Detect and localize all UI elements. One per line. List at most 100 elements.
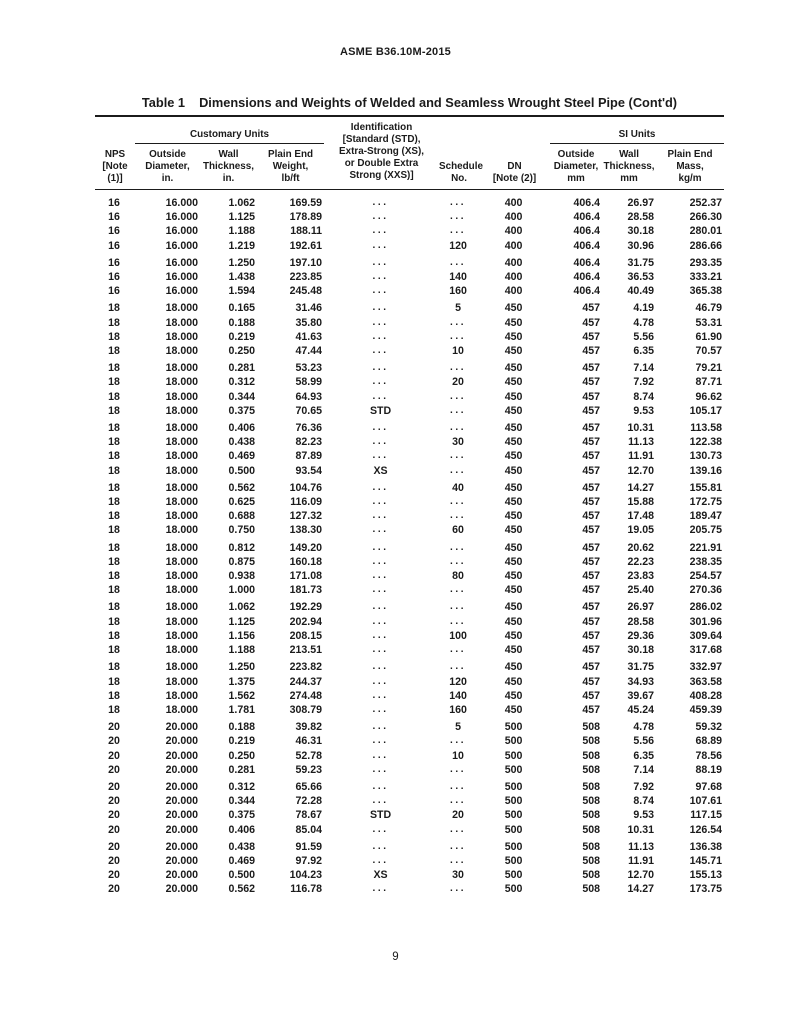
cell: 39.67 — [627, 689, 655, 702]
cell: ... — [372, 555, 389, 567]
cell: 1.375 — [228, 675, 255, 688]
cell: 20 — [108, 780, 120, 793]
table-row: 18 18.000 1.188 213.51...... 450 457 30.18 317.… — [95, 643, 724, 657]
cell: ... — [372, 302, 389, 314]
cell: 20 — [108, 840, 120, 853]
cell: 18 — [108, 689, 120, 702]
cell: 155.13 — [689, 869, 723, 882]
table-row: 18 18.000 0.375 70.65 STD... 450 457 9.53 105.17 — [95, 404, 724, 418]
cell: 457 — [582, 330, 601, 343]
header-spacer — [479, 116, 550, 143]
cell: 457 — [582, 436, 601, 449]
cell: ... — [449, 735, 467, 747]
cell: 18.000 — [165, 390, 198, 403]
column-header-identification: Identification [Standard (STD), Extra-St… — [324, 116, 440, 190]
row-group: 20 20.000 0.188 39.82... 5 500 508 4.78 59.32 20 2… — [95, 717, 724, 777]
cell: 20 — [108, 749, 120, 762]
cell: 274.48 — [289, 689, 323, 702]
table-row: 20 20.000 0.312 65.66...... 500 508 7.92 97.68 — [95, 780, 724, 794]
cell: 406.4 — [573, 285, 601, 298]
cell: ... — [372, 541, 389, 553]
cell: ... — [372, 330, 389, 342]
cell: 500 — [504, 795, 523, 808]
cell: 0.344 — [228, 390, 255, 403]
cell: 188.11 — [290, 225, 323, 238]
cell: 1.156 — [228, 629, 255, 642]
table-row: 20 20.000 0.500 104.23 XS 30 500 508 12.70 155.13 — [95, 868, 724, 882]
cell: ... — [372, 345, 389, 357]
cell: 18 — [108, 404, 120, 417]
cell: ... — [449, 197, 467, 208]
cell: ... — [449, 883, 467, 895]
cell: 34.93 — [627, 675, 655, 688]
cell: 20.000 — [165, 763, 198, 776]
cell: 450 — [504, 496, 523, 509]
cell: ... — [372, 703, 389, 715]
cell: ... — [449, 854, 467, 866]
cell: 18 — [108, 481, 120, 494]
cell: ... — [449, 780, 467, 792]
cell: 107.61 — [689, 795, 723, 808]
cell: ... — [449, 225, 467, 237]
cell: 7.92 — [633, 376, 655, 389]
cell: ... — [449, 422, 467, 434]
cell: 18.000 — [165, 584, 198, 597]
cell: 457 — [582, 644, 601, 657]
cell: 0.219 — [228, 330, 255, 343]
cell: 450 — [504, 404, 523, 417]
cell: 18.000 — [165, 570, 198, 583]
cell: ... — [372, 689, 389, 701]
cell: 450 — [504, 570, 523, 583]
cell: 408.28 — [689, 689, 723, 702]
cell: 116.09 — [290, 496, 323, 509]
cell: 72.28 — [295, 795, 323, 808]
cell: 450 — [504, 644, 523, 657]
cell: ... — [449, 661, 467, 673]
cell: 20.000 — [165, 840, 198, 853]
cell: 1.250 — [228, 256, 255, 269]
cell: 96.62 — [695, 390, 723, 403]
cell: 16 — [108, 211, 120, 224]
cell: 406.4 — [573, 271, 601, 284]
cell: 127.32 — [289, 510, 323, 523]
cell: 450 — [504, 601, 523, 614]
cell: 7.14 — [633, 763, 655, 776]
cell: 508 — [582, 763, 601, 776]
table-row: 20 20.000 0.375 78.67 STD 20 500 508 9.53 117.15 — [95, 808, 724, 822]
cell: 0.500 — [228, 464, 255, 477]
cell: 59.23 — [295, 763, 323, 776]
cell: ... — [372, 422, 389, 434]
cell: 457 — [582, 345, 601, 358]
cell: ... — [449, 541, 467, 553]
cell: 450 — [504, 629, 523, 642]
cell: 18 — [108, 362, 120, 375]
cell: 457 — [582, 601, 601, 614]
cell: 16.000 — [165, 256, 198, 269]
cell: 47.44 — [295, 345, 323, 358]
cell: 1.125 — [228, 211, 255, 224]
cell: 30 — [452, 436, 464, 449]
cell: 457 — [582, 302, 601, 315]
cell: ... — [372, 197, 389, 208]
cell: 400 — [504, 197, 523, 209]
si-units-spanner: SI Units — [550, 116, 725, 144]
cell: 213.51 — [289, 644, 323, 657]
cell: 457 — [582, 555, 601, 568]
cell: ... — [372, 481, 389, 493]
cell: 91.59 — [295, 840, 323, 853]
cell: 450 — [504, 450, 523, 463]
cell: 1.188 — [228, 225, 255, 238]
cell: 457 — [582, 422, 601, 435]
cell: 0.219 — [228, 735, 255, 748]
cell: 457 — [582, 362, 601, 375]
cell: ... — [372, 601, 389, 613]
cell: 22.23 — [627, 555, 655, 568]
cell: 145.71 — [689, 854, 723, 867]
cell: ... — [449, 795, 467, 807]
cell: STD — [369, 809, 392, 822]
cell: 46.79 — [695, 302, 723, 315]
row-group: 20 20.000 0.312 65.66...... 500 508 7.92 97.68 2… — [95, 777, 724, 837]
cell: 0.165 — [228, 302, 255, 315]
cell: 4.78 — [633, 316, 655, 329]
header-spacer — [439, 116, 479, 143]
